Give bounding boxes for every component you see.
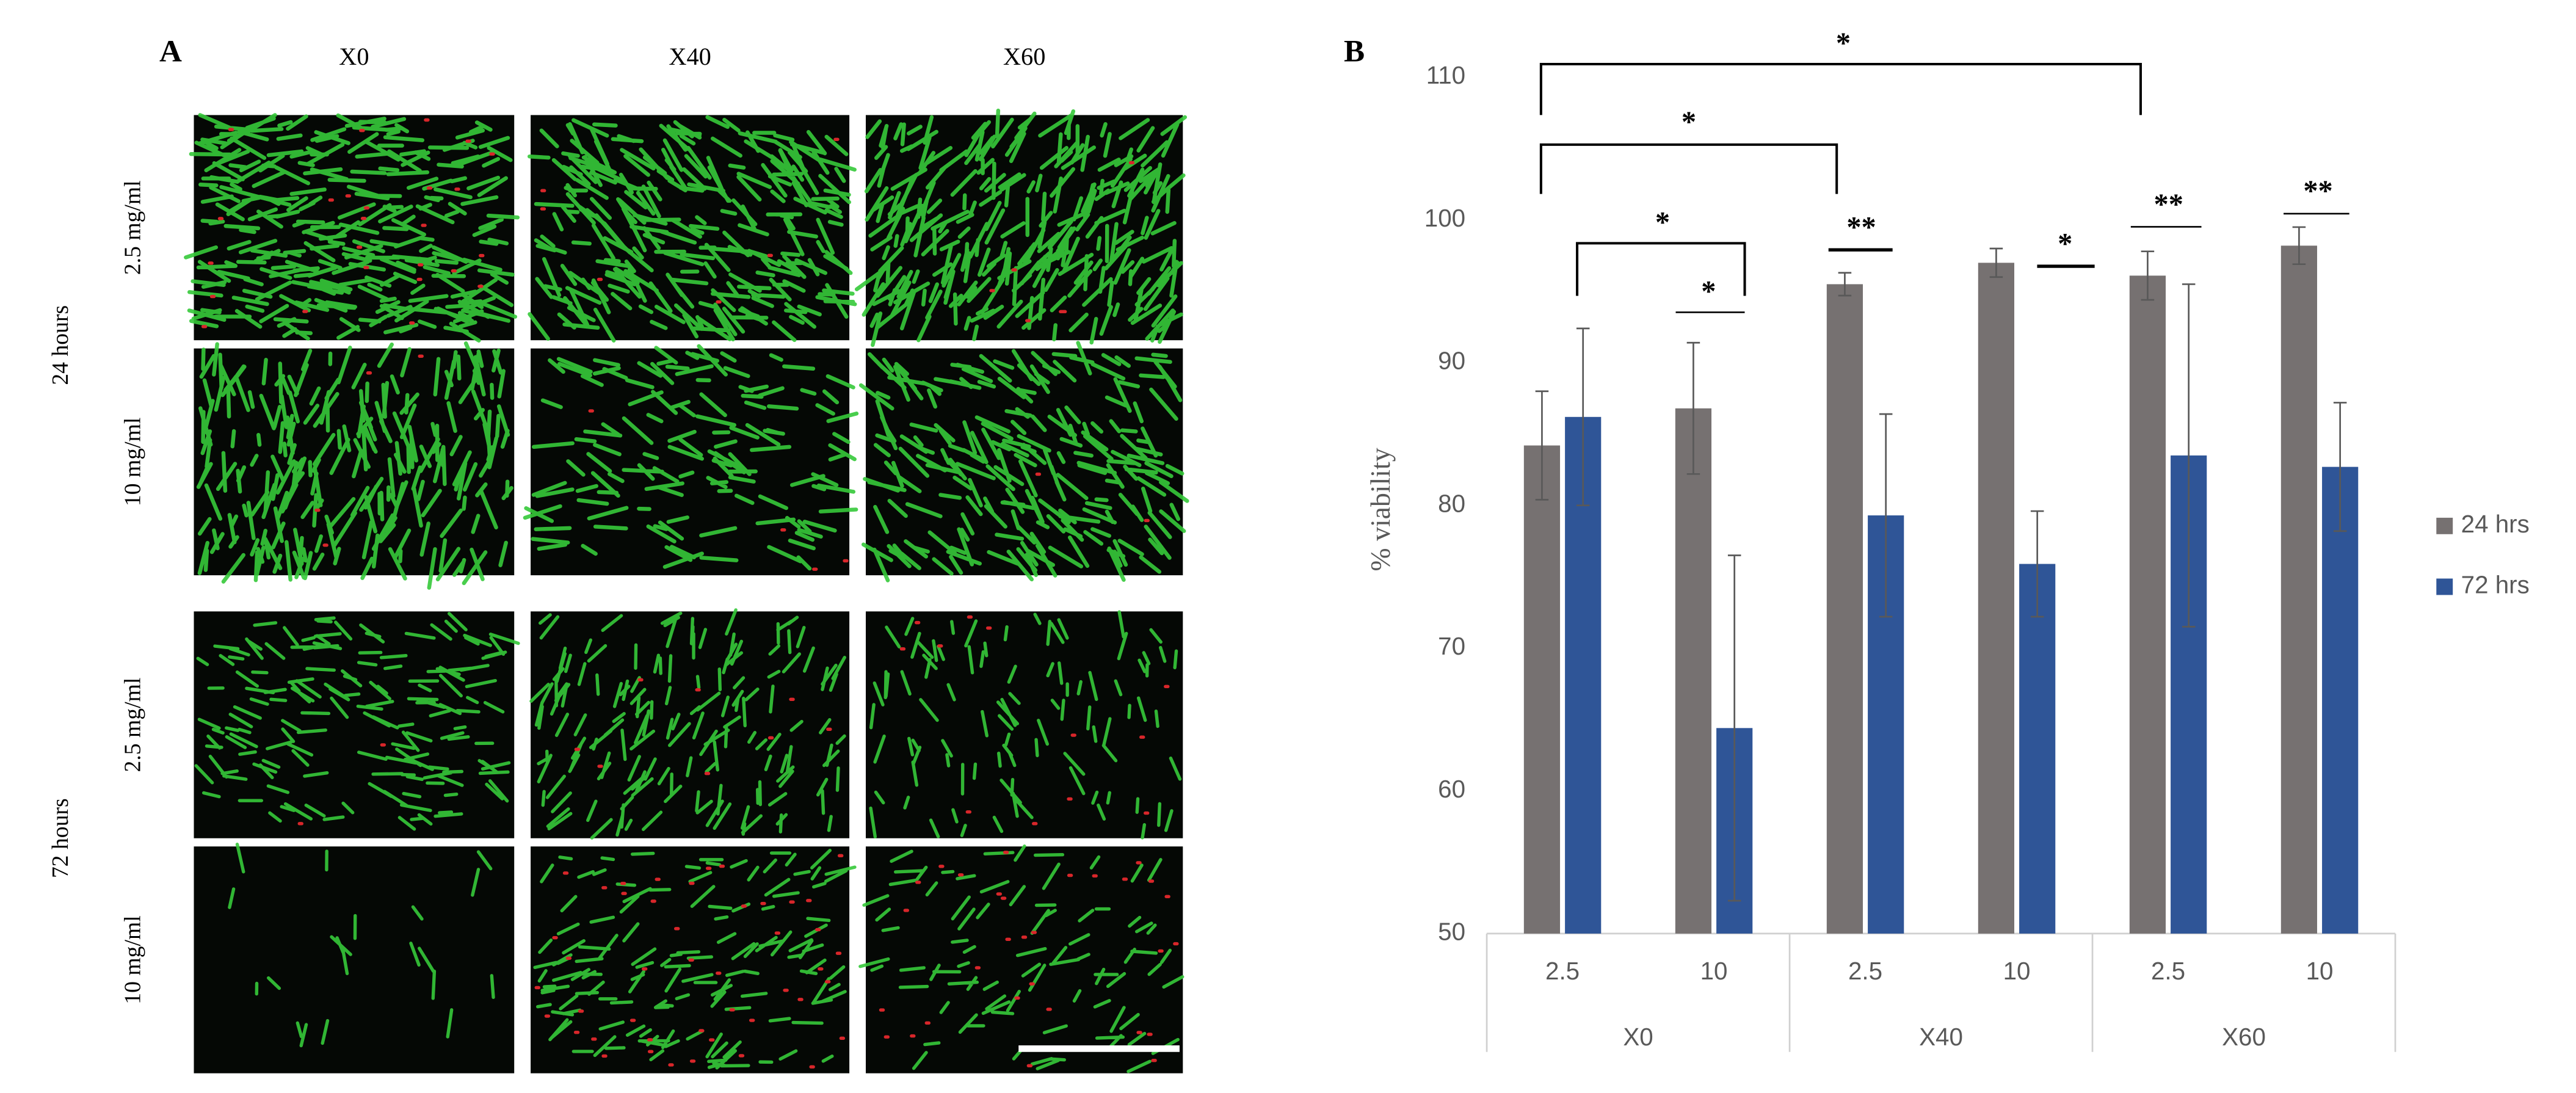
dead-cells xyxy=(879,851,1179,1068)
significance-bracket xyxy=(1539,62,2142,115)
dead-cells xyxy=(297,743,386,826)
significance-label: * xyxy=(2058,228,2072,260)
error-bar xyxy=(2030,510,2044,618)
y-tick-label: 100 xyxy=(1424,204,1465,232)
error-bar xyxy=(1686,341,1700,475)
bar xyxy=(2322,467,2359,934)
dead-cells xyxy=(201,118,495,329)
error-bar xyxy=(2333,402,2347,532)
bar xyxy=(2019,564,2056,934)
significance-label: * xyxy=(1682,106,1696,139)
significance-bracket xyxy=(1576,242,1746,296)
x-group-label: X60 xyxy=(2222,1023,2266,1051)
error-bar xyxy=(1535,390,1549,501)
row-label: 10 mg/ml xyxy=(120,418,145,506)
bar xyxy=(1675,408,1712,934)
row-label: 10 mg/ml xyxy=(120,915,145,1004)
y-tick-label: 110 xyxy=(1426,61,1465,89)
micrograph xyxy=(531,348,850,576)
cells xyxy=(196,341,513,590)
row-group-label: 72 hours xyxy=(48,798,73,878)
micrograph xyxy=(865,611,1183,838)
cells xyxy=(228,843,495,1048)
legend-swatch xyxy=(2436,578,2453,595)
bar xyxy=(1826,284,1863,934)
y-axis-label: % viability xyxy=(1365,448,1396,571)
cells xyxy=(858,844,1185,1073)
cells xyxy=(854,108,1188,347)
significance-label: * xyxy=(1655,206,1670,239)
significance-label: ** xyxy=(1846,211,1876,244)
y-tick-label: 70 xyxy=(1438,632,1465,660)
dead-cells xyxy=(540,137,840,304)
dead-cells xyxy=(1035,472,1150,523)
x-group-label: X40 xyxy=(1919,1023,1963,1051)
row-group-label: 24 hours xyxy=(48,305,73,385)
bar xyxy=(2129,275,2166,934)
error-bar xyxy=(2141,250,2155,301)
cells xyxy=(194,612,520,831)
cells xyxy=(529,608,846,840)
cells xyxy=(527,115,857,343)
y-tick-label: 90 xyxy=(1438,347,1465,375)
bar xyxy=(2280,245,2317,934)
dead-cells xyxy=(574,678,832,775)
column-header: X40 xyxy=(669,43,711,70)
bar xyxy=(1523,445,1561,934)
x-tick-label: 10 xyxy=(2003,957,2031,985)
significance-label: ** xyxy=(2153,188,2183,220)
column-header: X0 xyxy=(339,43,369,70)
cells xyxy=(869,610,1182,840)
x-tick-label: 2.5 xyxy=(1545,957,1580,985)
row-label: 2.5 mg/ml xyxy=(120,678,145,772)
dead-cells xyxy=(534,854,846,1069)
row-label: 2.5 mg/ml xyxy=(120,180,145,275)
significance-bracket xyxy=(1539,143,1838,194)
cells xyxy=(184,113,520,343)
micrograph xyxy=(194,611,515,838)
x-group-label: X0 xyxy=(1623,1023,1653,1051)
dead-cells xyxy=(314,354,424,547)
legend-label: 24 hrs xyxy=(2461,510,2530,538)
dead-cells xyxy=(989,161,1135,322)
y-tick-label: 50 xyxy=(1438,918,1465,946)
micrograph xyxy=(865,846,1183,1073)
y-tick-label: 60 xyxy=(1438,775,1465,803)
error-bar xyxy=(1879,413,1893,618)
micrograph xyxy=(194,846,515,1073)
error-bar xyxy=(2292,226,2306,266)
cells xyxy=(533,849,857,1070)
panel-label: B xyxy=(1344,34,1365,69)
significance-label: * xyxy=(1836,27,1851,59)
x-tick-label: 2.5 xyxy=(2151,957,2185,985)
error-bar xyxy=(1576,327,1590,507)
error-bar xyxy=(1838,272,1852,297)
column-header: X60 xyxy=(1003,43,1046,70)
error-bar xyxy=(1989,247,2003,278)
x-tick-label: 10 xyxy=(2306,957,2334,985)
y-tick-label: 80 xyxy=(1438,489,1465,517)
significance-label: * xyxy=(1701,275,1716,308)
significance-label: ** xyxy=(2303,175,2332,208)
cells xyxy=(523,344,859,571)
panel-label: A xyxy=(159,34,182,69)
error-bar xyxy=(2182,283,2196,628)
bar xyxy=(1978,263,2015,934)
x-tick-label: 10 xyxy=(1700,957,1728,985)
dead-cells xyxy=(899,615,1170,826)
legend-swatch xyxy=(2436,517,2453,534)
error-bar xyxy=(1727,554,1741,902)
legend-label: 72 hrs xyxy=(2461,571,2530,599)
dead-cells xyxy=(588,409,849,571)
x-tick-label: 2.5 xyxy=(1848,957,1882,985)
cells xyxy=(858,341,1189,583)
